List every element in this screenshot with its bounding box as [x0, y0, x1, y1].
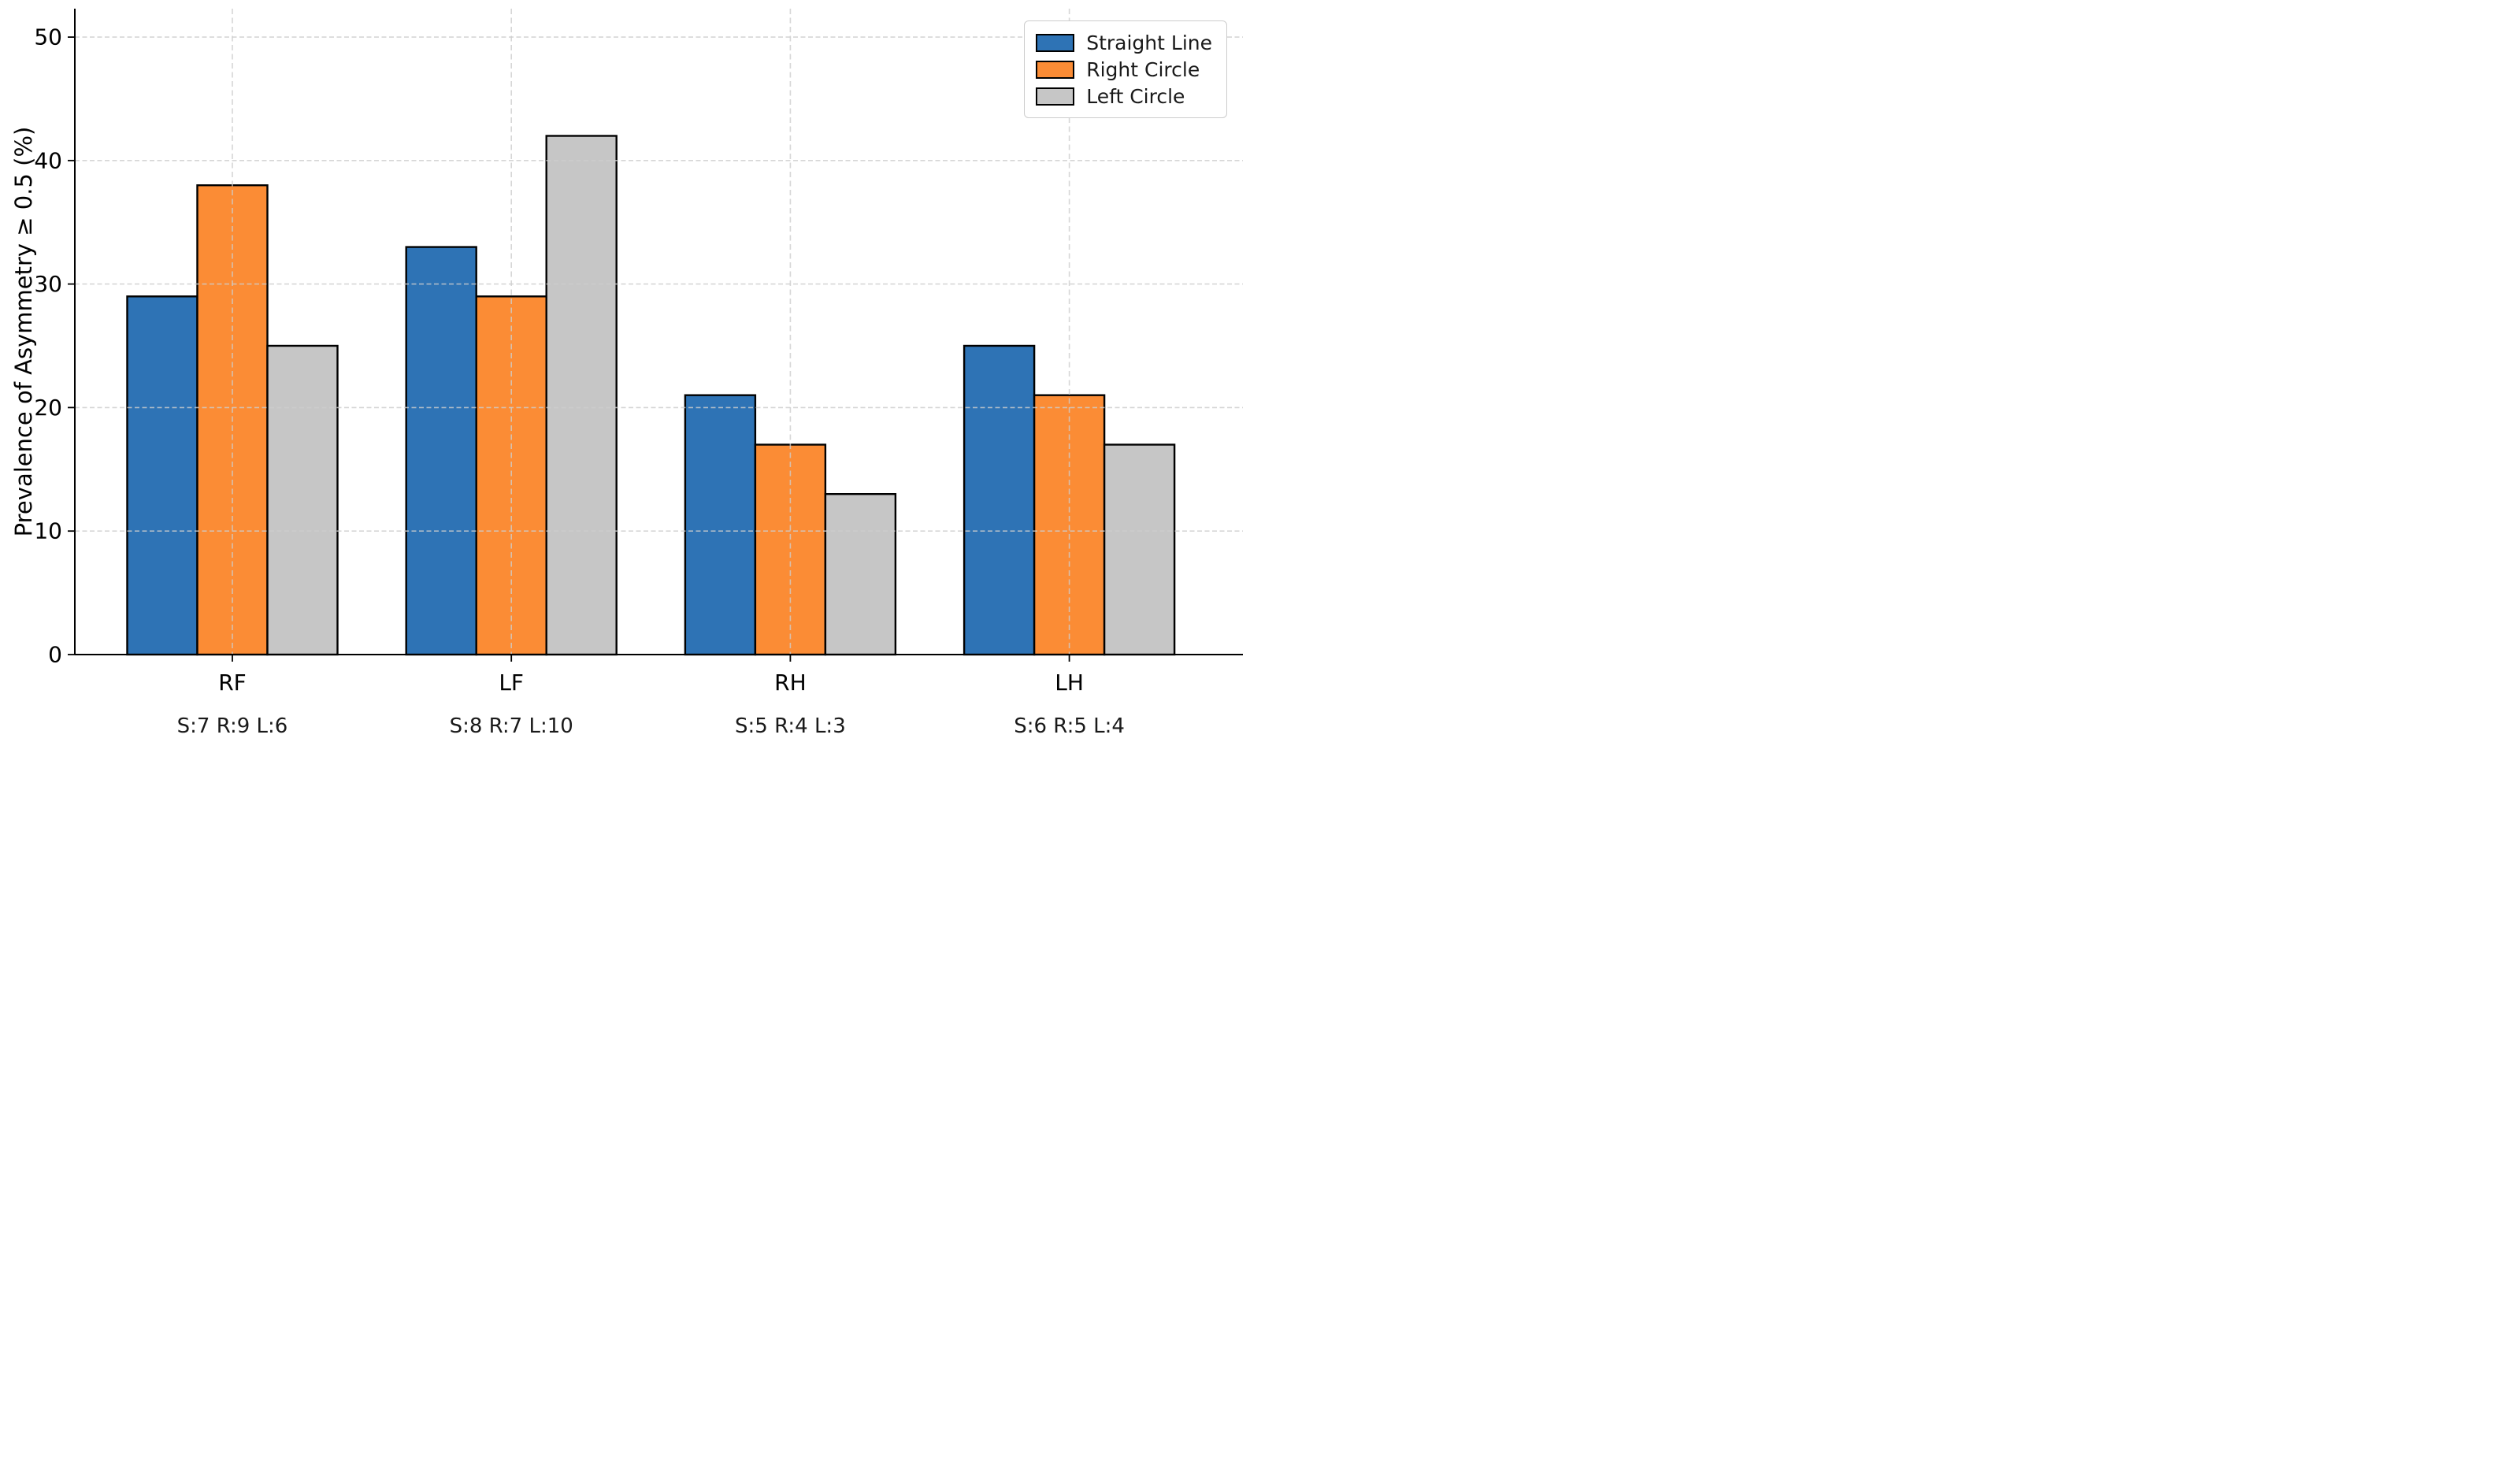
legend: Straight Line Right Circle Left Circle	[1024, 20, 1227, 118]
x-tick-label-lf: LF	[499, 670, 524, 696]
y-axis-label: Prevalence of Asymmetry ≥ 0.5 (%)	[10, 126, 37, 537]
bar-lh-left-circle	[1103, 443, 1176, 656]
y-tick-label-40: 40	[34, 147, 62, 173]
count-annotation-rf: S:7 R:9 L:6	[177, 714, 288, 738]
legend-item-straight-line: Straight Line	[1036, 29, 1212, 56]
bar-rh-left-circle	[824, 493, 897, 656]
x-tick-label-lh: LH	[1055, 670, 1084, 696]
y-tick-label-30: 30	[34, 271, 62, 297]
y-tick-label-0: 0	[48, 642, 62, 668]
x-tick-label-rh: RH	[774, 670, 807, 696]
bar-rh-straight-line	[684, 394, 757, 656]
legend-item-left-circle: Left Circle	[1036, 83, 1212, 109]
legend-item-right-circle: Right Circle	[1036, 56, 1212, 83]
bar-rf-left-circle	[266, 344, 339, 656]
legend-label-straight-line: Straight Line	[1086, 31, 1212, 54]
count-annotation-lh: S:6 R:5 L:4	[1014, 714, 1125, 738]
bar-lh-straight-line	[963, 344, 1036, 656]
legend-label-right-circle: Right Circle	[1086, 58, 1200, 81]
bar-lf-straight-line	[405, 246, 477, 656]
legend-swatch-right-circle	[1036, 60, 1075, 79]
count-annotation-rh: S:5 R:4 L:3	[735, 714, 846, 738]
bar-rf-straight-line	[126, 295, 198, 656]
legend-label-left-circle: Left Circle	[1086, 84, 1185, 108]
legend-swatch-left-circle	[1036, 87, 1075, 106]
y-tick-label-10: 10	[34, 518, 62, 544]
bar-chart: 0 10 20 30 40 50 RF S:7 R:9 L:6 LF S:8 R:7 L:10 RH…	[34, 9, 1243, 738]
count-annotation-lf: S:8 R:7 L:10	[450, 714, 573, 738]
bar-lf-left-circle	[545, 135, 618, 656]
y-tick-label-20: 20	[34, 395, 62, 421]
x-tick-label-rf: RF	[218, 670, 247, 696]
y-tick-label-50: 50	[34, 24, 62, 50]
legend-swatch-straight-line	[1036, 33, 1075, 52]
figure: 0 10 20 30 40 50 RF S:7 R:9 L:6 LF S:8 R:7 L:10 RH…	[0, 0, 1250, 742]
